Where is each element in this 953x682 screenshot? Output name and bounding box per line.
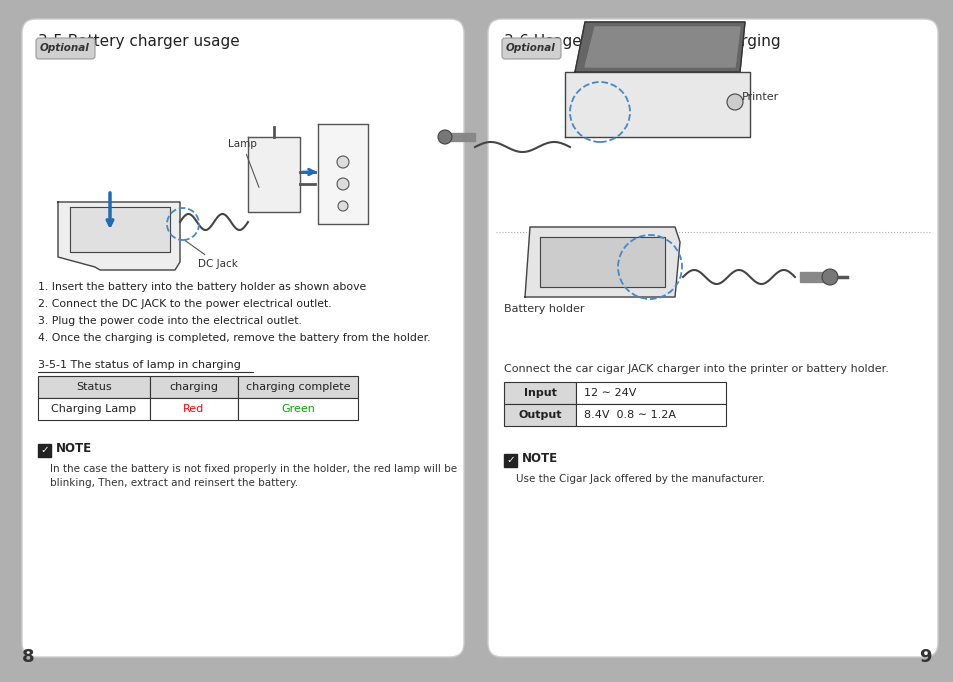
- Polygon shape: [564, 72, 749, 137]
- Bar: [503, 454, 517, 467]
- Bar: [38, 444, 51, 457]
- Text: Battery holder: Battery holder: [503, 304, 584, 314]
- Circle shape: [437, 130, 452, 144]
- Polygon shape: [317, 124, 368, 224]
- Polygon shape: [800, 272, 824, 282]
- Bar: [150, 398, 237, 420]
- Text: charging complete: charging complete: [246, 382, 350, 392]
- Text: Input: Input: [523, 388, 556, 398]
- Text: 1. Insert the battery into the battery holder as shown above: 1. Insert the battery into the battery h…: [38, 282, 366, 292]
- Polygon shape: [539, 237, 664, 287]
- Bar: [38, 398, 150, 420]
- Circle shape: [337, 201, 348, 211]
- Text: DC Jack: DC Jack: [185, 241, 237, 269]
- Bar: [237, 398, 357, 420]
- Text: 4. Once the charging is completed, remove the battery from the holder.: 4. Once the charging is completed, remov…: [38, 333, 430, 343]
- Text: ✓: ✓: [40, 445, 49, 456]
- Bar: [38, 376, 150, 398]
- Bar: [576, 382, 725, 404]
- FancyBboxPatch shape: [501, 38, 560, 59]
- Polygon shape: [58, 202, 180, 270]
- Polygon shape: [575, 22, 744, 72]
- Text: Optional: Optional: [506, 43, 556, 53]
- Text: Optional: Optional: [40, 43, 90, 53]
- Text: blinking, Then, extract and reinsert the battery.: blinking, Then, extract and reinsert the…: [50, 478, 297, 488]
- FancyBboxPatch shape: [22, 19, 463, 657]
- Circle shape: [821, 269, 837, 285]
- Text: Red: Red: [183, 404, 204, 414]
- Text: 3-6 Usage of Cigar Jack for charging: 3-6 Usage of Cigar Jack for charging: [503, 34, 780, 49]
- Polygon shape: [450, 133, 475, 141]
- Bar: [503, 404, 576, 426]
- Text: NOTE: NOTE: [56, 443, 92, 456]
- Text: Use the Cigar Jack offered by the manufacturer.: Use the Cigar Jack offered by the manufa…: [516, 474, 764, 484]
- Bar: [576, 404, 725, 426]
- Text: Lamp: Lamp: [228, 139, 258, 188]
- Text: 3. Plug the power code into the electrical outlet.: 3. Plug the power code into the electric…: [38, 316, 301, 326]
- Text: In the case the battery is not fixed properly in the holder, the red lamp will b: In the case the battery is not fixed pro…: [50, 464, 456, 474]
- Circle shape: [336, 156, 349, 168]
- Polygon shape: [248, 137, 299, 212]
- Bar: [237, 376, 357, 398]
- Text: NOTE: NOTE: [521, 452, 558, 466]
- Text: Connect the car cigar JACK charger into the printer or battery holder.: Connect the car cigar JACK charger into …: [503, 364, 888, 374]
- Text: Status: Status: [76, 382, 112, 392]
- Bar: [503, 382, 576, 404]
- Text: Green: Green: [281, 404, 314, 414]
- Text: 9: 9: [919, 648, 931, 666]
- FancyBboxPatch shape: [36, 38, 95, 59]
- Polygon shape: [70, 207, 170, 252]
- Text: 3-5 Battery charger usage: 3-5 Battery charger usage: [38, 34, 239, 49]
- Bar: [150, 376, 237, 398]
- Circle shape: [726, 94, 742, 110]
- Text: 12 ∼ 24V: 12 ∼ 24V: [583, 388, 636, 398]
- Text: Output: Output: [517, 410, 561, 420]
- Circle shape: [336, 178, 349, 190]
- Polygon shape: [584, 27, 740, 67]
- Polygon shape: [524, 227, 679, 297]
- FancyBboxPatch shape: [488, 19, 937, 657]
- Text: 8: 8: [22, 648, 34, 666]
- Text: Printer: Printer: [741, 92, 779, 102]
- Text: 2. Connect the DC JACK to the power electrical outlet.: 2. Connect the DC JACK to the power elec…: [38, 299, 332, 309]
- Text: ✓: ✓: [506, 456, 515, 466]
- Text: Charging Lamp: Charging Lamp: [51, 404, 136, 414]
- Text: 3-5-1 The status of lamp in charging: 3-5-1 The status of lamp in charging: [38, 360, 240, 370]
- Text: 8.4V  0.8 ∼ 1.2A: 8.4V 0.8 ∼ 1.2A: [583, 410, 676, 420]
- Text: charging: charging: [170, 382, 218, 392]
